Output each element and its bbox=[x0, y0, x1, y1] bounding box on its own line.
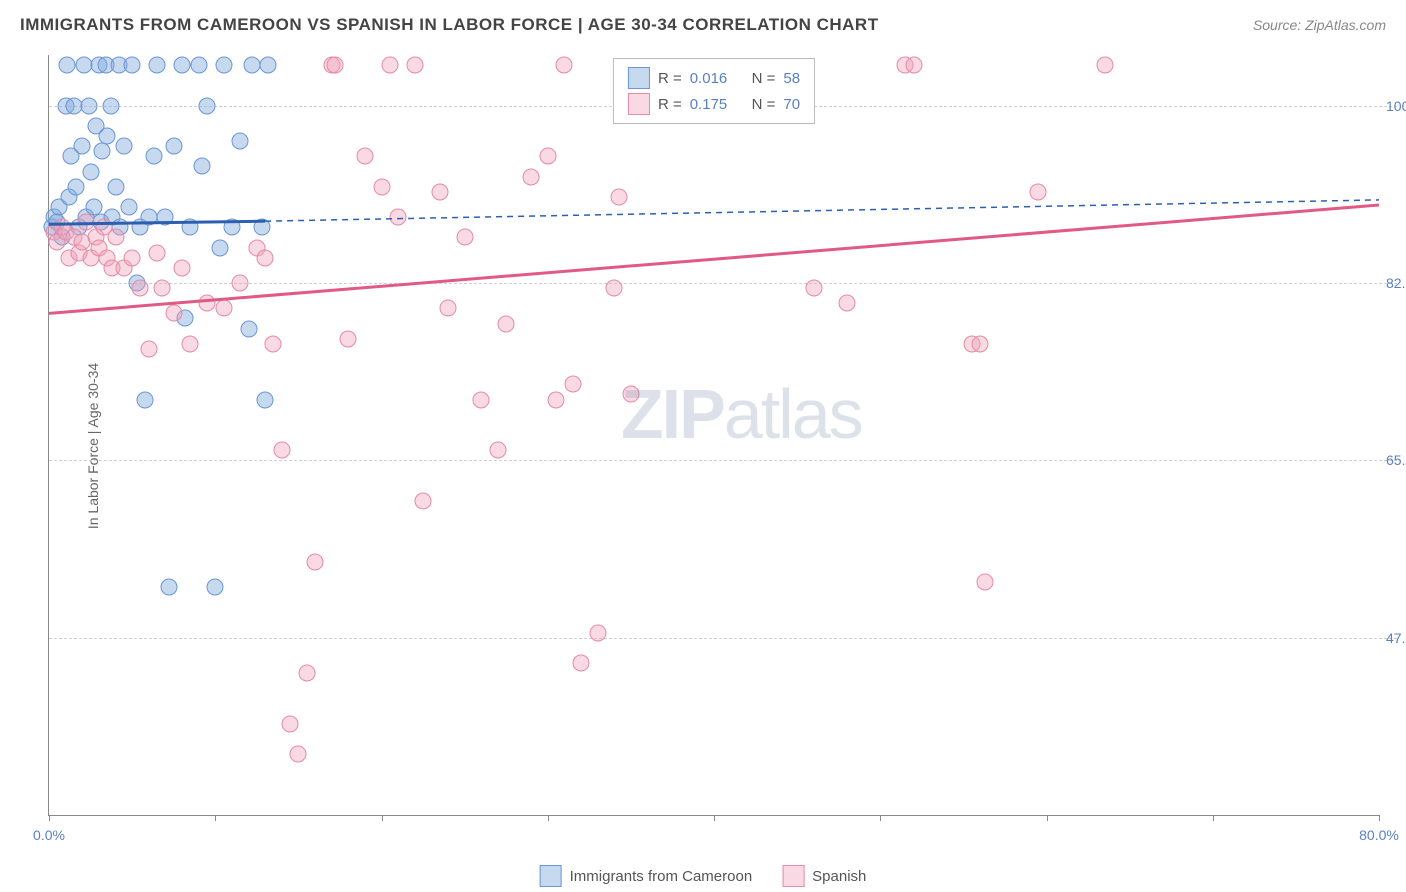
r-value: 0.175 bbox=[690, 96, 728, 113]
legend-swatch-icon bbox=[628, 67, 650, 89]
legend-swatch-icon bbox=[540, 865, 562, 887]
x-tick-label: 80.0% bbox=[1359, 827, 1399, 843]
legend-swatch-icon bbox=[782, 865, 804, 887]
chart-title: IMMIGRANTS FROM CAMEROON VS SPANISH IN L… bbox=[20, 15, 879, 35]
x-tick-mark bbox=[880, 815, 881, 821]
stats-legend-row: R = 0.175 N = 70 bbox=[628, 91, 800, 117]
r-label: R = bbox=[658, 70, 682, 87]
x-tick-mark bbox=[548, 815, 549, 821]
stats-legend: R = 0.016 N = 58 R = 0.175 N = 70 bbox=[613, 58, 815, 124]
y-tick-label: 47.5% bbox=[1386, 630, 1406, 646]
n-value: 70 bbox=[783, 96, 800, 113]
y-tick-label: 65.0% bbox=[1386, 452, 1406, 468]
series-legend-label: Immigrants from Cameroon bbox=[570, 868, 753, 885]
source-attribution: Source: ZipAtlas.com bbox=[1253, 17, 1386, 33]
plot-area: 47.5%65.0%82.5%100.0%0.0%80.0% bbox=[49, 55, 1379, 815]
legend-swatch-icon bbox=[628, 93, 650, 115]
x-tick-label: 0.0% bbox=[33, 827, 65, 843]
x-tick-mark bbox=[49, 815, 50, 821]
x-tick-mark bbox=[1379, 815, 1380, 821]
y-tick-label: 100.0% bbox=[1386, 98, 1406, 114]
n-label: N = bbox=[752, 96, 776, 113]
x-tick-mark bbox=[1213, 815, 1214, 821]
x-tick-mark bbox=[1047, 815, 1048, 821]
x-tick-mark bbox=[714, 815, 715, 821]
x-tick-mark bbox=[382, 815, 383, 821]
r-value: 0.016 bbox=[690, 70, 728, 87]
r-label: R = bbox=[658, 96, 682, 113]
series-legend: Immigrants from Cameroon Spanish bbox=[540, 865, 867, 887]
trend-line-solid bbox=[49, 221, 265, 224]
n-value: 58 bbox=[783, 70, 800, 87]
n-label: N = bbox=[752, 70, 776, 87]
series-legend-label: Spanish bbox=[812, 868, 866, 885]
series-legend-item: Spanish bbox=[782, 865, 866, 887]
trend-lines-svg bbox=[49, 55, 1379, 815]
stats-legend-row: R = 0.016 N = 58 bbox=[628, 65, 800, 91]
x-tick-mark bbox=[215, 815, 216, 821]
series-legend-item: Immigrants from Cameroon bbox=[540, 865, 753, 887]
plot-container: 47.5%65.0%82.5%100.0%0.0%80.0% R = 0.016 … bbox=[48, 55, 1379, 816]
y-tick-label: 82.5% bbox=[1386, 275, 1406, 291]
